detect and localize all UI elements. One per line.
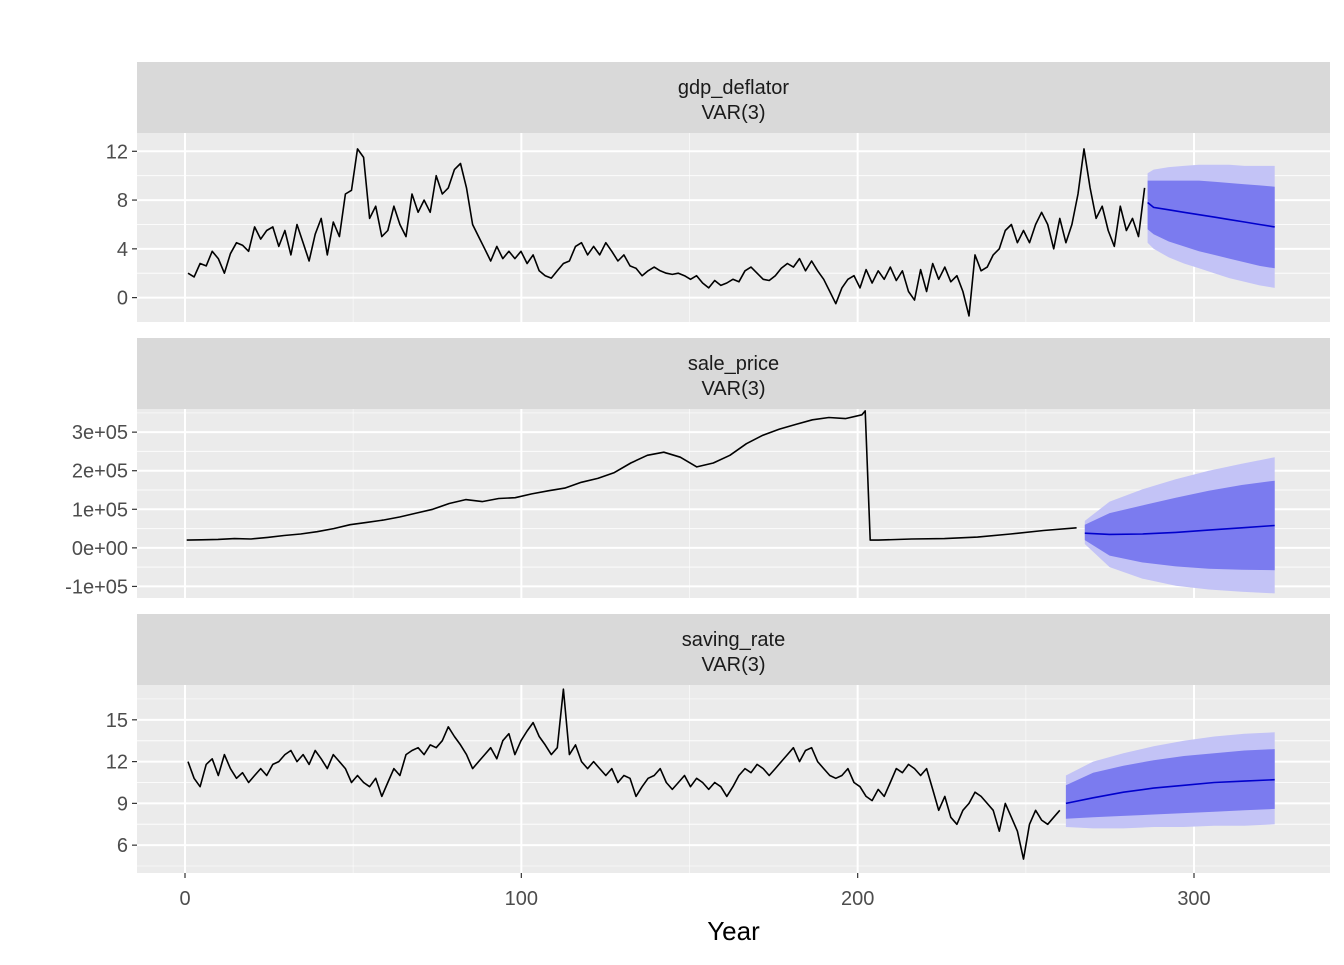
y-tick-label: 4 [117,239,128,261]
forecast-interval-80 [1065,749,1275,819]
facet-strip-name: gdp_deflator [678,77,790,99]
y-tick-label: 9 [117,793,128,815]
x-tick-label: 200 [841,888,874,910]
y-tick-label: 12 [106,752,128,774]
y-tick-label: -1e+05 [65,576,128,598]
facet-strip [137,338,1330,409]
forecast-interval-80 [1084,480,1275,571]
facet-strip-model: VAR(3) [701,654,765,676]
history-line [186,410,1077,541]
forecast-interval-80 [1147,180,1275,269]
facet-gdp_deflator: gdp_deflator VAR(3) 0 4 8 12 [106,62,1330,322]
facet-strip [137,62,1330,133]
facet-strip-name: saving_rate [682,629,785,651]
y-tick-label: 8 [117,190,128,212]
x-tick-label: 0 [179,888,190,910]
x-tick-label: 100 [505,888,538,910]
facet-strip-model: VAR(3) [701,102,765,124]
history-line [187,688,1061,860]
forecast-line [1084,524,1275,536]
y-tick-label: 0e+00 [72,538,128,560]
forecast-line [1147,201,1275,228]
y-tick-label: 6 [117,835,128,857]
y-tick-label: 1e+05 [72,499,128,521]
history-line [187,148,1146,317]
y-tick-label: 15 [106,710,128,732]
facet-saving_rate: saving_rate VAR(3) 6 9 12 15 [106,614,1330,873]
y-tick-label: 12 [106,141,128,163]
facet-strip [137,614,1330,685]
y-tick-label: 3e+05 [72,422,128,444]
facet-sale_price: sale_price VAR(3) -1e+05 0e+00 1e+05 2e+05 3e+… [65,338,1330,598]
x-tick-label: 300 [1177,888,1210,910]
facet-strip-name: sale_price [688,353,779,375]
y-tick-label: 0 [117,288,128,310]
facet-strip-model: VAR(3) [701,378,765,400]
forecast-line [1065,778,1275,805]
x-axis-title: Year [707,916,760,946]
y-tick-label: 2e+05 [72,461,128,483]
